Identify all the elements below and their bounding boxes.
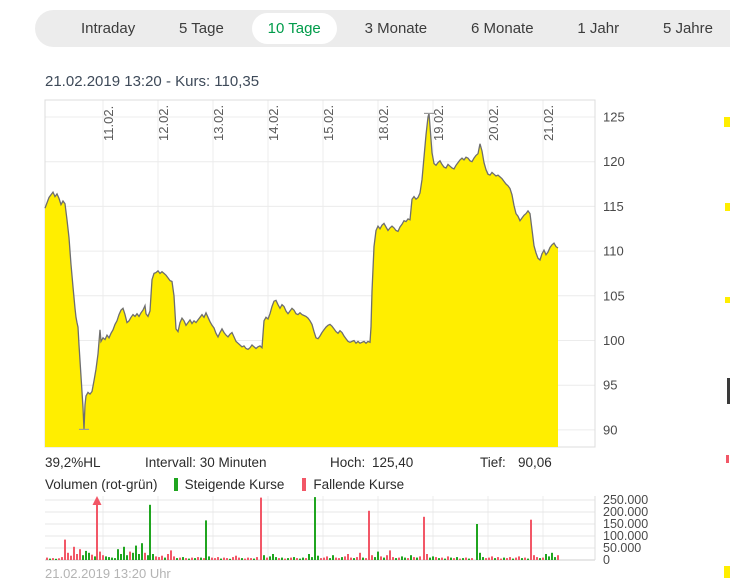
svg-text:12.02.: 12.02. [156,105,171,141]
tab-3-monate[interactable]: 3 Monate [364,20,428,37]
chart-timestamp: 21.02.2019 13:20 Uhr [45,566,171,581]
svg-text:95: 95 [603,378,617,393]
rising-marker-icon [173,478,178,491]
svg-text:14.02.: 14.02. [266,105,281,141]
timeframe-tabbar: Intraday 5 Tage 10 Tage 3 Monate 6 Monat… [35,10,730,47]
svg-text:0: 0 [603,553,610,566]
volume-bars [46,496,559,560]
falling-label: Fallende Kurse [313,477,405,492]
high-label: Hoch: [330,455,366,470]
svg-text:200.000: 200.000 [603,505,648,519]
high-value: 125,40 [372,455,414,470]
svg-text:19.02.: 19.02. [431,105,446,141]
svg-text:15.02.: 15.02. [321,105,336,141]
svg-text:150.000: 150.000 [603,517,648,531]
svg-text:18.02.: 18.02. [376,105,391,141]
svg-text:90: 90 [603,422,617,437]
tab-1-jahr[interactable]: 1 Jahr [577,20,620,37]
clipped-volume-arrow-icon [92,496,102,505]
low-value: 90,06 [518,455,552,470]
tab-10-tage[interactable]: 10 Tage [251,13,337,44]
tab-6-monate[interactable]: 6 Monate [471,20,534,37]
svg-text:13.02.: 13.02. [211,105,226,141]
interval-label: Intervall: 30 Minuten [145,455,267,470]
rising-label: Steigende Kurse [184,477,285,492]
tab-5-jahre[interactable]: 5 Jahre [662,20,713,37]
svg-text:105: 105 [603,288,625,303]
chart-title: 21.02.2019 13:20 - Kurs: 110,35 [45,73,260,90]
volume-legend-title: Volumen (rot-grün) [45,477,158,492]
volume-legend: Volumen (rot-grün) Steigende Kurse Falle… [45,477,404,492]
svg-text:100: 100 [603,333,625,348]
svg-text:20.02.: 20.02. [486,105,501,141]
svg-text:125: 125 [603,110,625,125]
stats-bar: 39,2%HL Intervall: 30 Minuten Hoch: 125,… [0,455,730,471]
svg-text:115: 115 [603,199,624,214]
price-line [44,113,559,430]
svg-text:120: 120 [603,154,625,169]
svg-text:100.000: 100.000 [603,529,648,543]
falling-marker-icon [302,478,307,491]
price-x-axis-labels: 11.02. 12.02. 13.02. 14.02. 15.02. 18.02. 19.0… [101,105,556,141]
tab-intraday[interactable]: Intraday [81,20,136,37]
price-chart[interactable]: 125 120 115 110 105 100 95 90 11.02. 12.02. 13.02.… [0,95,730,455]
svg-text:21.02.: 21.02. [541,105,556,141]
tab-5-tage[interactable]: 5 Tage [179,20,224,37]
price-y-axis-labels: 125 120 115 110 105 100 95 90 [603,110,625,438]
svg-text:110: 110 [603,244,624,259]
svg-text:250.000: 250.000 [603,494,648,507]
price-area [45,113,558,448]
range-percent: 39,2%HL [45,455,101,470]
low-label: Tief: [480,455,506,470]
svg-text:11.02.: 11.02. [101,106,116,141]
svg-text:50.000: 50.000 [603,541,641,555]
